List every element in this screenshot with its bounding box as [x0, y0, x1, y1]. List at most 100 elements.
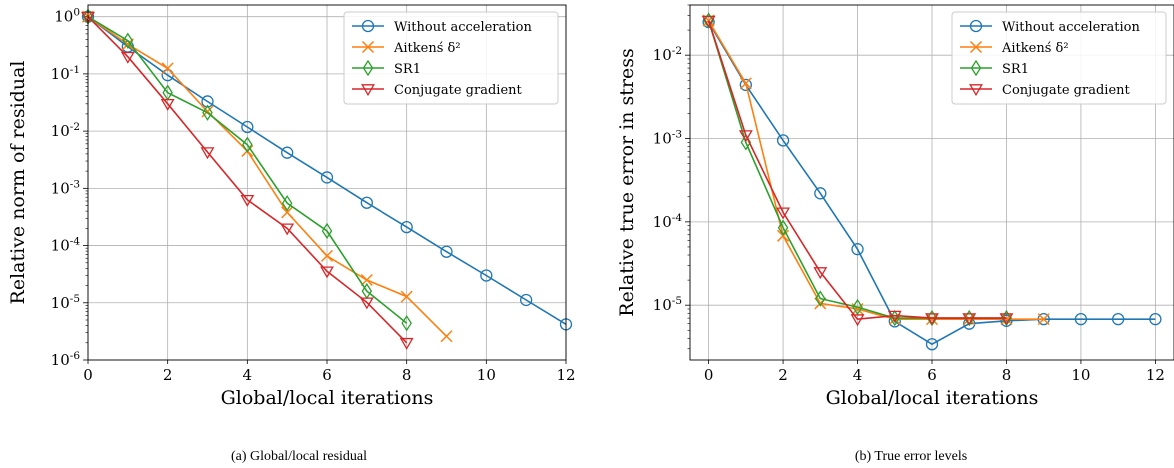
data-point — [851, 243, 864, 256]
data-point — [520, 293, 533, 307]
axes-frame — [87, 4, 567, 361]
series-line — [87, 16, 408, 344]
y-tick-label: 10-4 — [51, 236, 81, 255]
axes-frame — [689, 4, 1174, 361]
legend-label: Conjugate gradient — [394, 83, 523, 98]
data-point — [813, 267, 828, 280]
legend-label: Conjugate gradient — [1002, 83, 1131, 98]
y-tick-label: 10-4 — [653, 212, 683, 231]
legend: Without acceleration Aitkenś δ² SR1 Conjuga… — [951, 11, 1167, 105]
legend-label: Aitkenś δ² — [393, 41, 461, 56]
data-point — [776, 134, 790, 147]
legend-marker — [969, 19, 983, 33]
data-point — [963, 313, 976, 326]
x-tick-label: 0 — [83, 366, 93, 384]
y-tick-label: 100 — [54, 7, 80, 26]
legend-marker — [362, 59, 374, 77]
data-point — [776, 207, 791, 220]
figure-caption: (a) Global/local residual — [231, 449, 367, 464]
data-point — [320, 249, 334, 262]
data-point — [925, 313, 939, 326]
x-tick-label: 10 — [477, 366, 496, 384]
data-point — [739, 77, 752, 90]
data-point — [281, 206, 294, 219]
x-axis-label: Global/local iterations — [221, 387, 434, 409]
series-without-acceleration — [81, 10, 573, 331]
data-point — [281, 194, 293, 212]
data-point — [240, 194, 255, 207]
data-point — [200, 147, 215, 160]
y-tick-label: 10-2 — [653, 45, 682, 64]
series-line — [707, 21, 1156, 346]
x-tick-label: 2 — [163, 366, 173, 384]
data-point — [1112, 313, 1125, 326]
legend-marker — [969, 40, 983, 54]
legend-label: Aitkenś δ² — [1001, 41, 1069, 56]
x-tick-label: 8 — [402, 366, 412, 384]
data-point — [440, 330, 453, 343]
data-point — [360, 196, 373, 209]
data-point — [399, 337, 414, 350]
series-line — [87, 16, 408, 324]
legend-marker — [361, 84, 375, 97]
series-line — [87, 16, 448, 337]
data-point — [440, 245, 453, 258]
data-point — [401, 314, 412, 332]
data-point — [999, 313, 1014, 326]
y-axis-label: Relative norm of residual — [7, 61, 29, 305]
x-tick-label: 2 — [778, 366, 788, 384]
y-axis-label: Relative true error in stress — [616, 48, 638, 316]
data-point — [887, 310, 902, 323]
data-point — [281, 146, 294, 159]
legend-marker — [361, 19, 375, 33]
legend-marker — [361, 40, 375, 54]
data-point — [925, 313, 939, 326]
data-point — [400, 290, 413, 303]
data-point — [777, 219, 789, 236]
series-conjugate-gradient — [81, 11, 414, 350]
y-tick-label: 10-3 — [653, 129, 682, 148]
data-point — [122, 32, 134, 49]
panel-a-residual-chart: 0 2 4 6 8 10 12 100 10-1 10-2 10-3 10-4 10-5 10-6 Glob… — [7, 4, 576, 464]
legend-label: SR1 — [394, 62, 421, 77]
data-point — [1000, 313, 1013, 326]
legend-marker — [969, 84, 983, 97]
y-tick-label: 10-3 — [51, 178, 80, 197]
data-point — [360, 273, 373, 287]
data-point — [814, 187, 827, 200]
x-tick-label: 4 — [243, 366, 253, 384]
x-axis-label: Global/local iterations — [826, 387, 1039, 409]
data-point — [400, 220, 413, 234]
x-tick-label: 6 — [927, 366, 937, 384]
x-tick-label: 6 — [322, 366, 332, 384]
data-point — [321, 222, 333, 240]
figure-caption: (b) True error levels — [855, 449, 967, 464]
series-line — [707, 20, 1007, 321]
data-point — [320, 171, 334, 184]
data-point — [852, 298, 863, 316]
panel-b-true-error-chart: 0 2 4 6 8 10 12 10-2 10-3 10-4 10-5 Global/local it… — [616, 4, 1174, 464]
data-point — [480, 269, 493, 282]
x-tick-label: 0 — [704, 366, 714, 384]
x-tick-label: 10 — [1071, 366, 1090, 384]
x-tick-label: 12 — [1146, 366, 1165, 384]
series-line — [707, 20, 1044, 321]
x-tick-label: 8 — [1002, 366, 1012, 384]
data-point — [701, 15, 716, 28]
data-point — [320, 266, 334, 279]
x-tick-label: 4 — [853, 366, 863, 384]
data-point — [850, 314, 865, 327]
legend: Without acceleration Aitkenś δ² SR1 Conjuga… — [343, 11, 559, 105]
data-point — [815, 290, 826, 307]
data-point — [1149, 313, 1162, 326]
legend-label: Without acceleration — [394, 20, 532, 35]
legend-label: SR1 — [1002, 62, 1029, 77]
data-point — [242, 136, 253, 153]
series-line — [87, 16, 567, 325]
series-aitken — [81, 10, 453, 343]
data-point — [738, 130, 753, 143]
data-point — [280, 223, 295, 236]
legend-label: Without acceleration — [1002, 20, 1140, 35]
data-point — [202, 104, 213, 121]
